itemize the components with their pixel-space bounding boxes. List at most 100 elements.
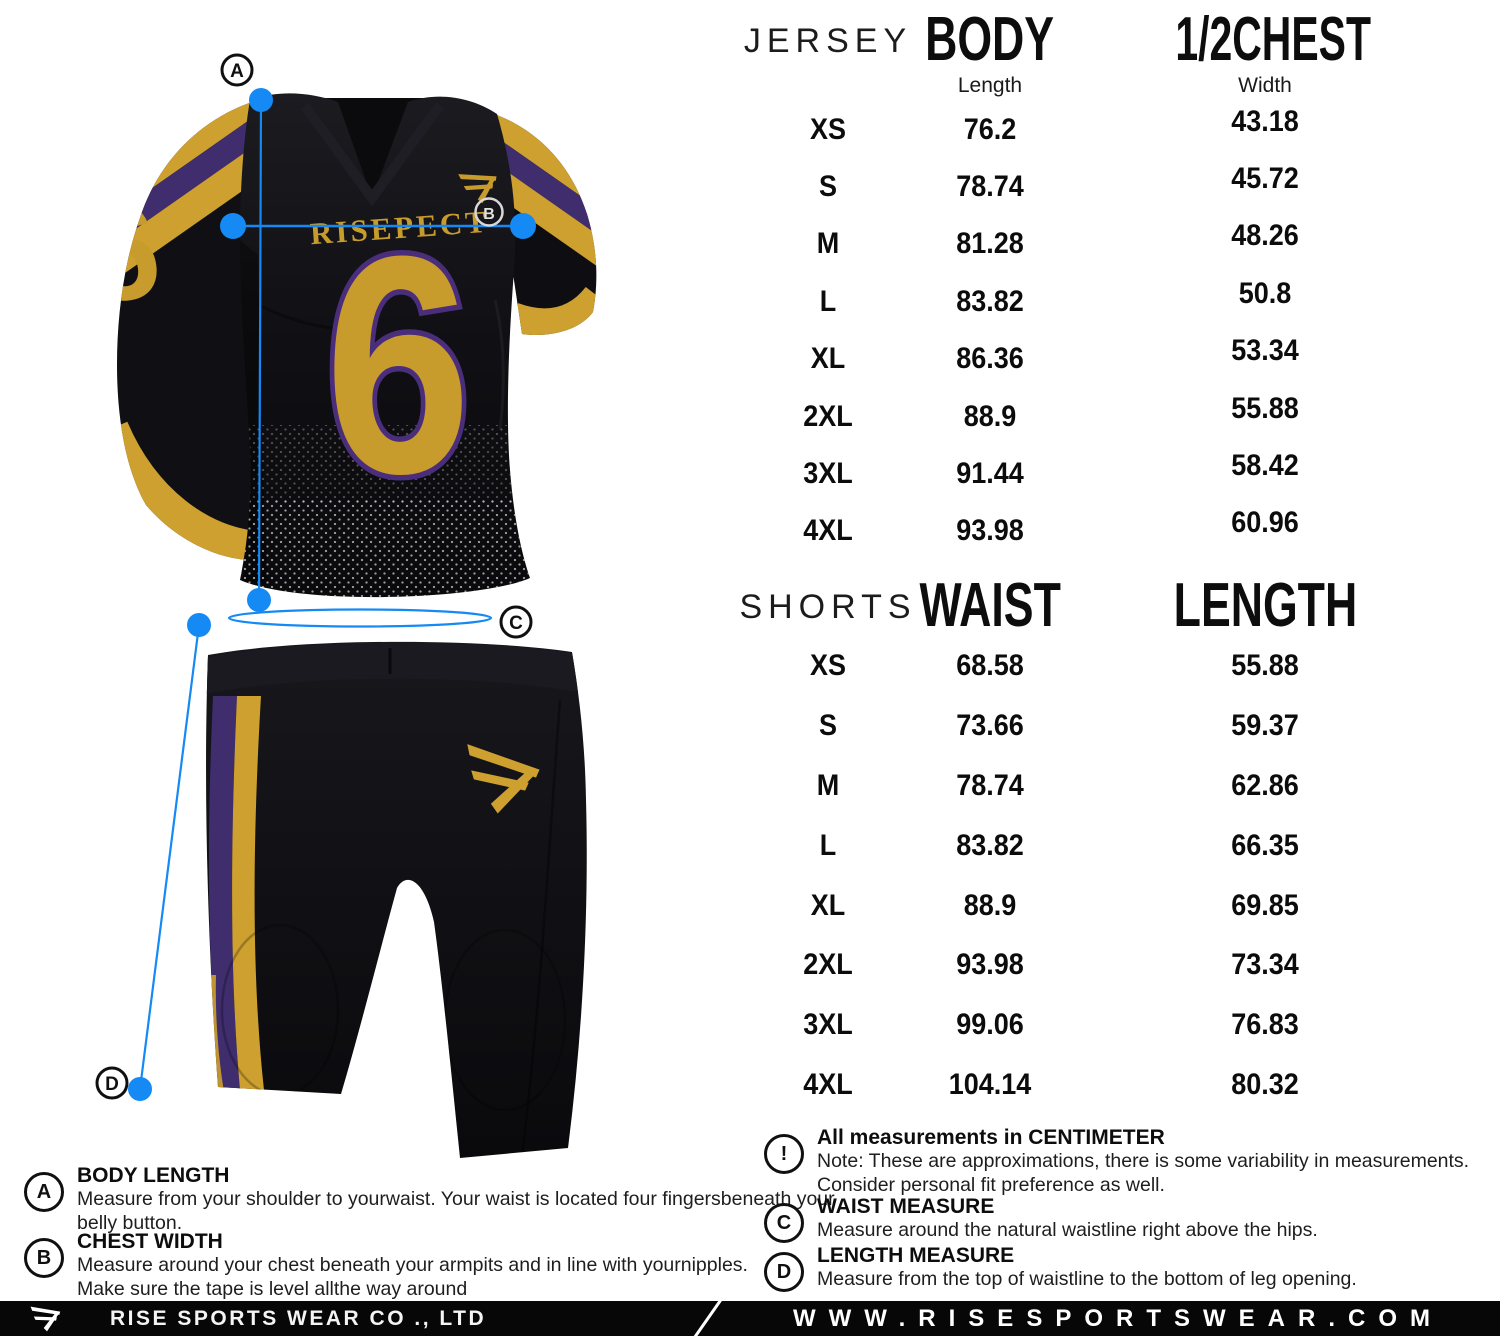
note-line: Measure around the natural waistline rig… <box>817 1219 1318 1241</box>
size-label: 3XL <box>803 457 853 491</box>
note-line: Measure from your shoulder to yourwaist.… <box>77 1188 835 1210</box>
note-line: belly button. <box>77 1211 183 1234</box>
marker-a-label: A <box>230 61 244 82</box>
measurement-value: 66.35 <box>1231 828 1299 862</box>
size-row: S 78.74 45.72 <box>730 158 1500 215</box>
size-label: 4XL <box>803 514 853 548</box>
pants-length-line <box>138 624 201 1090</box>
size-label: XS <box>809 112 847 146</box>
marker-c-label: C <box>509 613 523 634</box>
measurement-value: 55.88 <box>1231 391 1299 425</box>
note-marker-d: D <box>764 1252 804 1292</box>
waist-measure-ellipse <box>227 608 493 628</box>
jersey-col1-title: BODY <box>925 5 1055 74</box>
note-marker-b: B <box>24 1238 64 1278</box>
note-marker-a: A <box>24 1172 64 1212</box>
jersey-col2-subtitle: Width <box>1238 74 1292 97</box>
marker-a-circle <box>220 53 254 87</box>
size-row: XL 88.9 69.85 <box>730 876 1500 936</box>
measurement-value: 76.2 <box>963 112 1017 146</box>
size-row: L 83.82 50.8 <box>730 273 1500 330</box>
size-row: 4XL 93.98 60.96 <box>730 503 1500 560</box>
note-waist-measure: C WAIST MEASURE Measure around the natur… <box>764 1195 1318 1243</box>
size-label: XL <box>810 342 846 376</box>
measurement-value: 88.9 <box>963 888 1017 922</box>
shorts-col1-title: WAIST <box>919 571 1061 640</box>
size-label: S <box>818 708 837 742</box>
size-label: 3XL <box>803 1008 853 1042</box>
measurement-value: 76.83 <box>1231 1008 1299 1042</box>
note-line: Note: These are approximations, there is… <box>817 1150 1470 1172</box>
note-title: WAIST MEASURE <box>817 1195 995 1218</box>
size-row: XL 86.36 53.34 <box>730 331 1500 388</box>
measurement-value: 69.85 <box>1231 888 1299 922</box>
measurement-value: 83.82 <box>956 828 1024 862</box>
pants-side-stripes <box>206 696 264 1092</box>
size-row: L 83.82 66.35 <box>730 816 1500 876</box>
jersey-number-text: 6 <box>325 192 472 538</box>
marker-d-label: D <box>105 1074 119 1095</box>
size-row: 3XL 99.06 76.83 <box>730 995 1500 1055</box>
size-label: 4XL <box>803 1068 853 1102</box>
jersey-graphic: 6 <box>117 93 597 598</box>
measurement-value: 50.8 <box>1238 276 1292 310</box>
jersey-torso: RISEPECT 6 <box>240 93 530 598</box>
note-length-measure: D LENGTH MEASURE Measure from the top of… <box>764 1244 1357 1292</box>
measurement-value: 60.96 <box>1231 506 1299 540</box>
measure-dot <box>187 613 211 637</box>
size-row: XS 76.2 43.18 <box>730 101 1500 158</box>
v-neck-collar <box>300 102 445 207</box>
measure-dot <box>247 588 271 612</box>
shorts-size-rows: XS 68.58 55.88 S 73.66 59.37 M 78.74 62.86 L 83.82… <box>730 636 1500 1115</box>
note-line: Consider personal fit preference as well… <box>817 1173 1165 1196</box>
measurement-value: 80.32 <box>1231 1068 1299 1102</box>
measurement-value: 104.14 <box>948 1068 1032 1102</box>
measurement-value: 73.34 <box>1231 948 1299 982</box>
measurement-value: 93.98 <box>956 514 1024 548</box>
measurement-value: 78.74 <box>956 170 1024 204</box>
mesh-texture <box>240 425 530 505</box>
note-title: LENGTH MEASURE <box>817 1244 1015 1267</box>
measure-dot <box>249 88 273 112</box>
measurement-value: 62.86 <box>1231 768 1299 802</box>
measurement-annotations: A B C D <box>95 53 536 1101</box>
note-marker-exclamation: ! <box>764 1134 804 1174</box>
marker-b-label: B <box>483 206 495 223</box>
size-row: M 81.28 48.26 <box>730 216 1500 273</box>
measurement-value: 86.36 <box>956 342 1024 376</box>
measurement-value: 81.28 <box>956 227 1024 261</box>
footer-rise-logo-icon <box>30 1306 61 1332</box>
body-length-line <box>257 99 263 601</box>
size-label: XS <box>809 648 847 682</box>
measurement-value: 93.98 <box>956 948 1024 982</box>
shorts-table-title: SHORTS <box>739 588 917 626</box>
size-label: L <box>819 828 837 862</box>
marker-c-circle <box>499 605 533 639</box>
note-title: All measurements in CENTIMETER <box>817 1126 1165 1149</box>
note-units: ! All measurements in CENTIMETER Note: T… <box>764 1126 1469 1197</box>
note-title: CHEST WIDTH <box>77 1230 223 1253</box>
shorts-col2-title: LENGTH <box>1173 571 1357 640</box>
size-label: 2XL <box>803 399 853 433</box>
measurement-value: 73.66 <box>956 708 1024 742</box>
pants-graphic <box>206 641 587 1158</box>
size-label: M <box>816 768 840 802</box>
right-cuff <box>505 286 597 336</box>
footer-divider-slash <box>693 1299 722 1336</box>
note-body-length: A BODY LENGTH Measure from your shoulder… <box>24 1164 835 1235</box>
footer-bar: RISE SPORTS WEAR CO ., LTD WWW.RISESPORT… <box>0 1299 1500 1336</box>
measurement-value: 88.9 <box>963 399 1017 433</box>
size-label: 2XL <box>803 948 853 982</box>
measurement-value: 53.34 <box>1231 334 1299 368</box>
size-tables-panel: JERSEY BODY Length 1/2CHEST Width XS 76.2… <box>730 0 1500 1300</box>
note-marker-c: C <box>764 1203 804 1243</box>
measurement-value: 78.74 <box>956 768 1024 802</box>
measurement-value: 83.82 <box>956 284 1024 318</box>
jersey-size-rows: XS 76.2 43.18 S 78.74 45.72 M 81.28 48.26 L 83.82 5… <box>730 101 1500 560</box>
jersey-col2-title: 1/2CHEST <box>1175 5 1371 74</box>
size-row: XS 68.58 55.88 <box>730 636 1500 696</box>
measurement-value: 68.58 <box>956 648 1024 682</box>
size-row: 2XL 88.9 55.88 <box>730 388 1500 445</box>
footer-website: WWW.RISESPORTSWEAR.COM <box>793 1304 1443 1332</box>
